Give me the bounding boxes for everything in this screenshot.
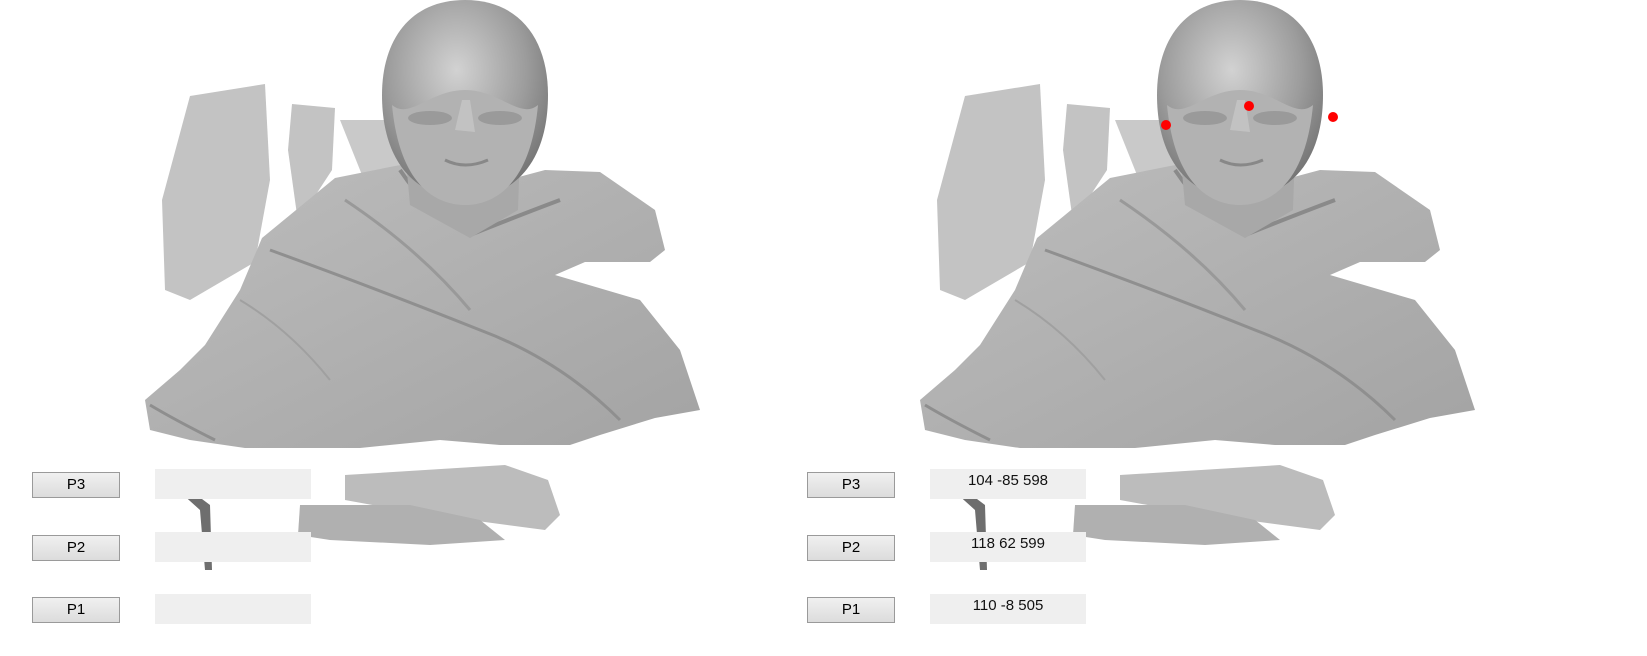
p1-field[interactable]: 110 -8 505 — [930, 594, 1086, 624]
landmark-point-right-temple[interactable] — [1328, 112, 1338, 122]
p3-field[interactable]: 104 -85 598 — [930, 469, 1086, 499]
landmark-point-nasion[interactable] — [1244, 101, 1254, 111]
p1-field[interactable] — [155, 594, 311, 624]
landmark-point-left-temple[interactable] — [1161, 120, 1171, 130]
p2-button[interactable]: P2 — [807, 535, 895, 561]
p3-field[interactable] — [155, 469, 311, 499]
left-panel: P3 P2 P1 — [0, 0, 780, 656]
p1-button[interactable]: P1 — [32, 597, 120, 623]
p3-button[interactable]: P3 — [807, 472, 895, 498]
p2-field[interactable] — [155, 532, 311, 562]
p1-button[interactable]: P1 — [807, 597, 895, 623]
p2-field[interactable]: 118 62 599 — [930, 532, 1086, 562]
scan-viewport-right[interactable] — [775, 0, 1555, 656]
right-panel: P3 104 -85 598 P2 118 62 599 P1 110 -8 5… — [775, 0, 1555, 656]
p3-button[interactable]: P3 — [32, 472, 120, 498]
p2-button[interactable]: P2 — [32, 535, 120, 561]
